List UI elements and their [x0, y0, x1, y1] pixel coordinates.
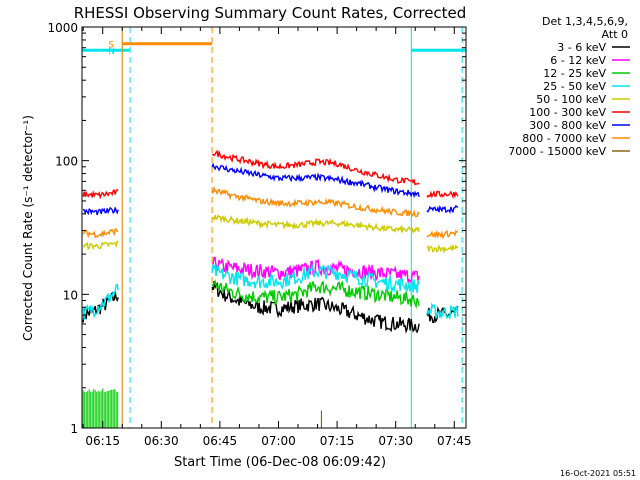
legend-label-7: 800 - 7000 keV	[522, 132, 606, 145]
series-7-segment-1	[211, 185, 420, 218]
data-layer: SN	[82, 27, 466, 428]
legend-label-4: 50 - 100 keV	[536, 93, 606, 106]
series-5-segment-2	[426, 189, 459, 199]
series-4-segment-1	[211, 214, 420, 235]
series-5-segment-1	[212, 149, 420, 186]
legend-label-2: 12 - 25 keV	[543, 67, 606, 80]
y-tick-label: 100	[55, 155, 78, 169]
series-3-segment-1	[211, 263, 420, 293]
x-tick-label: 06:30	[144, 434, 179, 448]
legend-label-5: 100 - 300 keV	[529, 106, 606, 119]
axis-layer: 1 10 100 1000 06:15 06:30 06:45 07:00 07:15 07:30…	[47, 21, 471, 448]
x-tick-label: 06:45	[203, 434, 238, 448]
x-axis-label: Start Time (06-Dec-08 06:09:42)	[174, 455, 386, 470]
series-3-segment-0	[82, 283, 119, 321]
x-tick-label: 07:45	[437, 434, 472, 448]
series-6-segment-1	[211, 162, 420, 199]
series-6-segment-0	[82, 206, 119, 216]
legend-label-3: 25 - 50 keV	[543, 80, 606, 93]
series-1-segment-0	[211, 256, 420, 284]
series-3-segment-2	[426, 302, 459, 320]
x-tick-label: 06:15	[85, 434, 120, 448]
footer-timestamp: 16-Oct-2021 05:51	[560, 469, 636, 478]
series-0-segment-1	[211, 280, 420, 334]
legend-label-0: 3 - 6 keV	[557, 41, 606, 54]
series-2-segment-0	[211, 278, 420, 310]
y-axis-label: Corrected Count Rate (s⁻¹ detector⁻¹)	[21, 115, 35, 341]
series-4-segment-0	[82, 240, 119, 251]
x-tick-label: 07:15	[320, 434, 355, 448]
series-7-segment-2	[426, 229, 458, 240]
x-tick-label: 07:00	[261, 434, 296, 448]
series-7-segment-0	[82, 228, 119, 239]
legend-label-8: 7000 - 15000 keV	[508, 145, 606, 158]
flag-label-N: N	[108, 47, 115, 57]
series-5-segment-0	[82, 188, 119, 200]
x-tick-label: 07:30	[378, 434, 413, 448]
legend-header: Att 0	[602, 28, 628, 41]
legend-label-6: 300 - 800 keV	[529, 119, 606, 132]
y-tick-label: 1	[70, 422, 78, 436]
series-0-segment-2	[426, 306, 459, 324]
y-tick-label: 10	[63, 288, 78, 302]
flag-label-S: S	[108, 41, 114, 51]
series-4-segment-2	[426, 243, 459, 255]
plot-frame	[81, 26, 467, 429]
series-6-segment-2	[426, 204, 459, 214]
legend-header: Det 1,3,4,5,6,9,	[542, 15, 628, 28]
chart-title: RHESSI Observing Summary Count Rates, Co…	[74, 4, 467, 22]
series-8-segment-0	[82, 388, 119, 428]
y-tick-label: 1000	[47, 21, 78, 35]
legend-label-1: 6 - 12 keV	[550, 54, 606, 67]
